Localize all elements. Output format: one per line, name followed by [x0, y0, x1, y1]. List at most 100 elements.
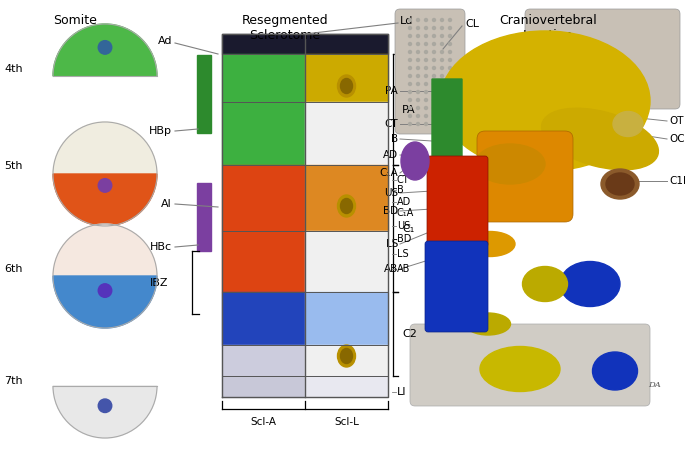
Text: BD: BD — [383, 206, 398, 216]
Bar — [222, 165, 305, 231]
FancyBboxPatch shape — [525, 9, 680, 109]
Bar — [197, 183, 211, 251]
Text: 6th: 6th — [4, 264, 23, 274]
FancyBboxPatch shape — [410, 324, 650, 406]
FancyBboxPatch shape — [477, 131, 573, 222]
Circle shape — [425, 83, 427, 85]
Text: LS: LS — [386, 239, 398, 249]
Bar — [222, 54, 305, 102]
Bar — [222, 345, 305, 376]
Circle shape — [408, 75, 412, 77]
Ellipse shape — [340, 78, 353, 93]
Text: Somite: Somite — [53, 14, 97, 27]
Circle shape — [432, 59, 436, 61]
Circle shape — [449, 106, 451, 109]
Wedge shape — [53, 276, 157, 328]
Ellipse shape — [440, 31, 650, 171]
Ellipse shape — [606, 173, 634, 195]
Text: CL: CL — [465, 19, 479, 29]
Circle shape — [408, 35, 412, 38]
Text: C₁: C₁ — [402, 224, 414, 234]
Ellipse shape — [466, 313, 510, 335]
Circle shape — [425, 106, 427, 109]
Ellipse shape — [613, 112, 643, 136]
Polygon shape — [432, 79, 462, 214]
Ellipse shape — [523, 266, 567, 302]
Circle shape — [432, 114, 436, 118]
Circle shape — [449, 35, 451, 38]
Wedge shape — [53, 386, 157, 438]
Circle shape — [98, 41, 112, 54]
Circle shape — [432, 27, 436, 30]
Circle shape — [416, 27, 419, 30]
Circle shape — [432, 98, 436, 101]
Circle shape — [432, 83, 436, 85]
Circle shape — [440, 122, 443, 126]
Ellipse shape — [560, 262, 620, 307]
Circle shape — [440, 75, 443, 77]
Text: Al: Al — [161, 199, 172, 209]
Bar — [222, 231, 305, 292]
Bar — [305, 231, 388, 292]
Circle shape — [408, 122, 412, 126]
Circle shape — [425, 43, 427, 45]
Circle shape — [440, 43, 443, 45]
Ellipse shape — [338, 345, 356, 367]
Text: CT: CT — [397, 175, 410, 185]
Bar — [197, 55, 211, 133]
Bar — [305, 345, 388, 376]
Bar — [305, 376, 388, 397]
Text: Craniovertebral
Junction: Craniovertebral Junction — [499, 14, 597, 42]
Text: IBZ: IBZ — [149, 278, 168, 288]
Text: PA: PA — [402, 105, 416, 114]
Text: AD: AD — [397, 197, 411, 207]
Circle shape — [449, 75, 451, 77]
Circle shape — [440, 59, 443, 61]
Circle shape — [432, 91, 436, 93]
Bar — [222, 292, 305, 345]
Circle shape — [416, 83, 419, 85]
Circle shape — [408, 83, 412, 85]
Text: CT: CT — [384, 119, 398, 129]
Circle shape — [432, 51, 436, 53]
Circle shape — [425, 98, 427, 101]
Text: AB: AB — [397, 264, 410, 274]
Text: B: B — [397, 185, 403, 196]
Bar — [222, 102, 305, 165]
Circle shape — [432, 35, 436, 38]
Circle shape — [440, 35, 443, 38]
Ellipse shape — [338, 75, 356, 97]
Circle shape — [440, 91, 443, 93]
Ellipse shape — [401, 142, 429, 180]
Circle shape — [416, 67, 419, 69]
Circle shape — [432, 43, 436, 45]
Text: OC: OC — [669, 134, 684, 144]
Bar — [305, 34, 388, 54]
Ellipse shape — [338, 195, 356, 217]
FancyBboxPatch shape — [395, 9, 465, 134]
Ellipse shape — [542, 108, 658, 170]
Bar — [305, 292, 388, 345]
Circle shape — [440, 51, 443, 53]
Bar — [305, 165, 388, 231]
Text: LI: LI — [397, 387, 406, 397]
Circle shape — [416, 114, 419, 118]
Circle shape — [449, 91, 451, 93]
Text: Ld: Ld — [400, 16, 413, 26]
Circle shape — [416, 91, 419, 93]
FancyBboxPatch shape — [427, 156, 488, 247]
Text: C2: C2 — [402, 329, 417, 339]
Circle shape — [440, 67, 443, 69]
Circle shape — [408, 18, 412, 22]
Circle shape — [425, 27, 427, 30]
Circle shape — [416, 59, 419, 61]
Wedge shape — [53, 122, 157, 174]
Text: Scl-A: Scl-A — [251, 417, 277, 427]
Text: US: US — [384, 188, 398, 198]
Ellipse shape — [601, 169, 639, 199]
Circle shape — [98, 179, 112, 192]
Bar — [305, 102, 388, 165]
Bar — [430, 159, 485, 244]
FancyBboxPatch shape — [425, 241, 488, 332]
Circle shape — [440, 27, 443, 30]
